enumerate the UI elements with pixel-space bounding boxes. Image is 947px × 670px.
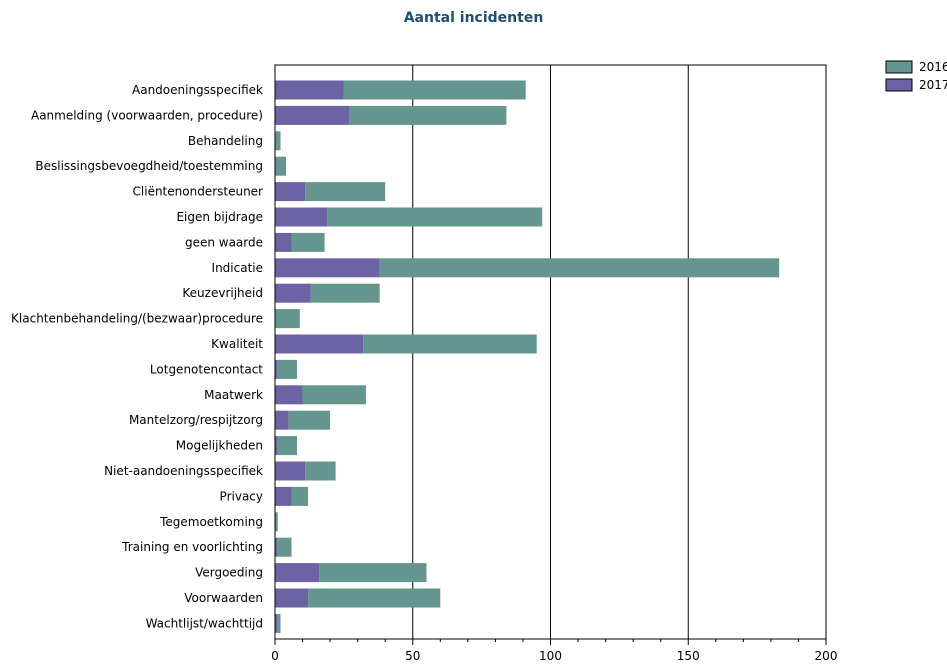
bar-2017 [275,436,278,456]
bar-2017 [275,613,278,633]
category-label: Beslissingsbevoegdheid/toestemming [35,159,263,173]
category-label: Aanmelding (voorwaarden, procedure) [31,108,263,122]
category-label: Voorwaarden [184,591,263,605]
bar-2016 [343,80,526,100]
bar-2016 [305,182,386,202]
bar-2016 [327,207,543,227]
x-tick-label: 100 [539,649,562,663]
bar-2017 [275,461,306,481]
bar-2017 [275,359,278,379]
category-label: Aandoeningsspecifiek [132,83,263,97]
legend-label-2017: 2017 [919,78,947,92]
bar-2016 [302,385,366,405]
category-label: Wachtlijst/wachttijd [146,616,263,630]
bar-2017 [275,410,289,430]
bar-2017 [275,232,292,252]
bar-2016 [319,563,427,583]
x-tick-label: 0 [271,649,279,663]
bar-2016 [277,436,298,456]
bar-2016 [288,410,331,430]
category-label: Tegemoetkoming [159,515,263,529]
category-label: Lotgenotencontact [150,362,263,376]
x-tick-label: 150 [677,649,700,663]
bar-2017 [275,283,311,303]
bar-2017 [275,182,306,202]
bar-2016 [291,486,309,506]
category-label: Keuzevrijheid [182,286,263,300]
bar-2016 [305,461,336,481]
legend: 2016 2017 [885,60,947,92]
category-label: Mogelijkheden [176,439,263,453]
bar-2017 [275,105,350,125]
bar-2017 [275,258,380,278]
category-label: Klachtenbehandeling/(bezwaar)procedure [11,312,263,326]
category-label: Niet-aandoeningsspecifiek [104,464,263,478]
category-label: geen waarde [185,235,263,249]
bar-2017 [275,385,303,405]
bar-2017 [275,207,328,227]
bar-2016 [277,359,298,379]
category-label: Mantelzorg/respijtzorg [129,413,263,427]
bar-2017 [275,537,278,557]
bar-2017 [275,80,344,100]
category-label: Privacy [220,489,263,503]
x-tick-label: 50 [405,649,420,663]
category-label: Eigen bijdrage [176,210,263,224]
bar-2017 [275,563,320,583]
category-label: Indicatie [212,261,263,275]
bar-2016 [277,613,281,633]
category-labels: Aandoeningsspecifiek Aanmelding (voorwaar… [11,83,263,630]
bar-2016 [275,131,281,151]
legend-label-2016: 2016 [919,60,947,74]
category-label: Vergoeding [195,566,263,580]
bar-2016 [308,588,441,608]
bar-2016 [275,156,287,176]
bar-2016 [379,258,780,278]
bar-2016 [277,537,292,557]
bar-2017 [275,334,364,354]
bar-2016 [275,309,300,329]
bar-2017 [275,486,292,506]
category-label: Kwaliteit [211,337,263,351]
bar-2016 [349,105,507,125]
x-tick-label: 200 [815,649,838,663]
category-label: Behandeling [188,134,263,148]
category-label: Cliëntenondersteuner [133,185,264,199]
bar-2016 [275,512,278,532]
category-label: Maatwerk [204,388,263,402]
bar-layer [275,80,780,633]
bar-2016 [310,283,380,303]
category-label: Training en voorlichting [121,540,263,554]
bar-2017 [275,588,309,608]
bar-2016 [363,334,537,354]
legend-swatch-2017 [885,78,913,92]
bar-2016 [291,232,325,252]
x-axis-ticks: 0 50 100 150 200 [271,639,837,663]
legend-swatch-2016 [885,60,913,74]
chart-title: Aantal incidenten [403,10,544,26]
